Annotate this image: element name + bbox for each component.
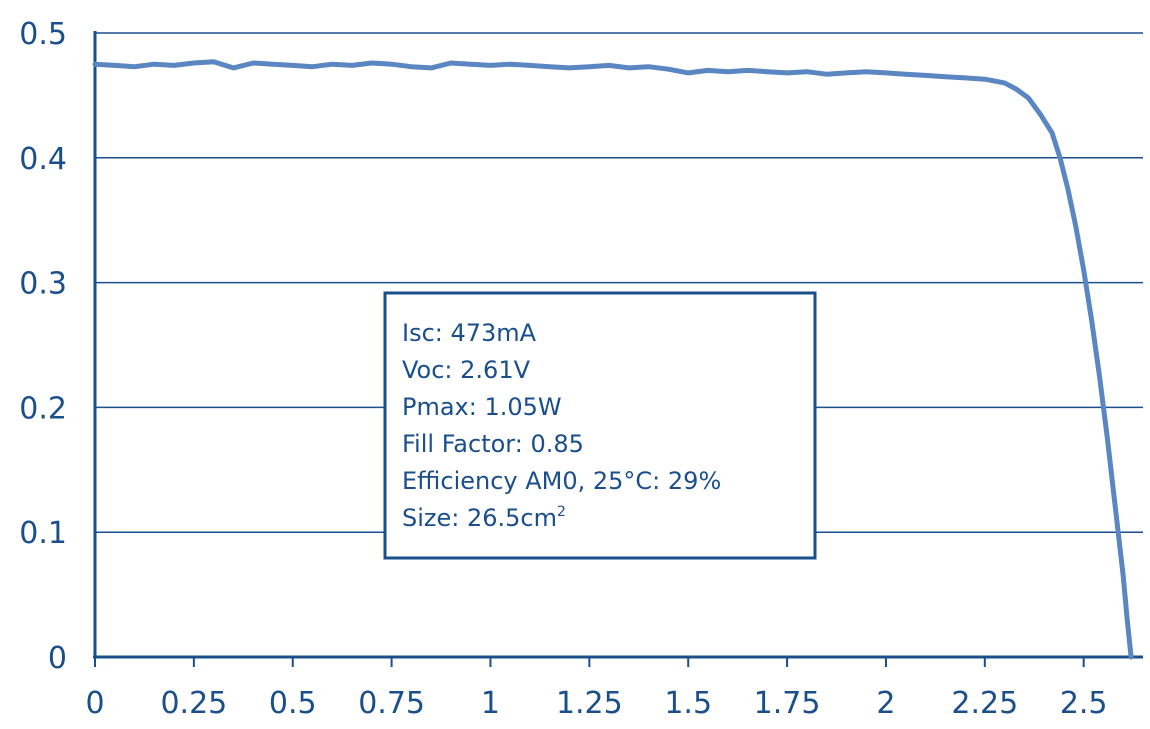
info-pmax: Pmax: 1.05W	[402, 393, 562, 421]
x-tick-label-5: 1.25	[556, 686, 623, 721]
x-tick-label-3: 0.75	[358, 686, 425, 721]
axes	[93, 31, 1143, 659]
info-size: Size: 26.5cm2	[402, 504, 566, 532]
x-tick-label-2: 0.5	[269, 686, 317, 721]
y-tick-label-5: 0.5	[19, 17, 67, 52]
y-tick-label-1: 0.1	[19, 516, 67, 551]
x-tick-label-6: 1.5	[664, 686, 712, 721]
info-voc: Voc: 2.61V	[402, 356, 531, 384]
y-axis-ticks: 0 0.1 0.2 0.3 0.4 0.5	[19, 17, 67, 676]
y-tick-label-0: 0	[48, 641, 67, 676]
info-box-border	[383, 291, 817, 560]
x-tick-label-1: 0.25	[160, 686, 227, 721]
info-isc: Isc: 473mA	[402, 319, 537, 347]
x-tick-label-0: 0	[85, 686, 104, 721]
y-tick-label-3: 0.3	[19, 267, 67, 302]
x-axis-ticks: 0 0.25 0.5 0.75 1 1.25 1.5 1.75 2 2.25 2.5	[85, 657, 1108, 721]
y-tick-label-4: 0.4	[19, 142, 67, 177]
x-tick-label-10: 2.5	[1060, 686, 1108, 721]
x-tick-label-9: 2.25	[951, 686, 1018, 721]
series-layer	[92, 59, 1134, 660]
x-tick-label-7: 1.75	[754, 686, 821, 721]
info-size-label: Size: 26.5cm	[402, 504, 557, 532]
info-size-superscript: 2	[557, 504, 566, 520]
info-box: Isc: 473mA Voc: 2.61V Pmax: 1.05W Fill F…	[383, 291, 817, 560]
info-efficiency: Efficiency AM0, 25°C: 29%	[402, 467, 721, 495]
series-line-0	[92, 59, 1134, 660]
gridlines	[95, 32, 1143, 533]
x-tick-label-8: 2	[876, 686, 895, 721]
y-tick-label-2: 0.2	[19, 391, 67, 426]
x-tick-label-4: 1	[481, 686, 500, 721]
info-fill-factor: Fill Factor: 0.85	[402, 430, 584, 458]
